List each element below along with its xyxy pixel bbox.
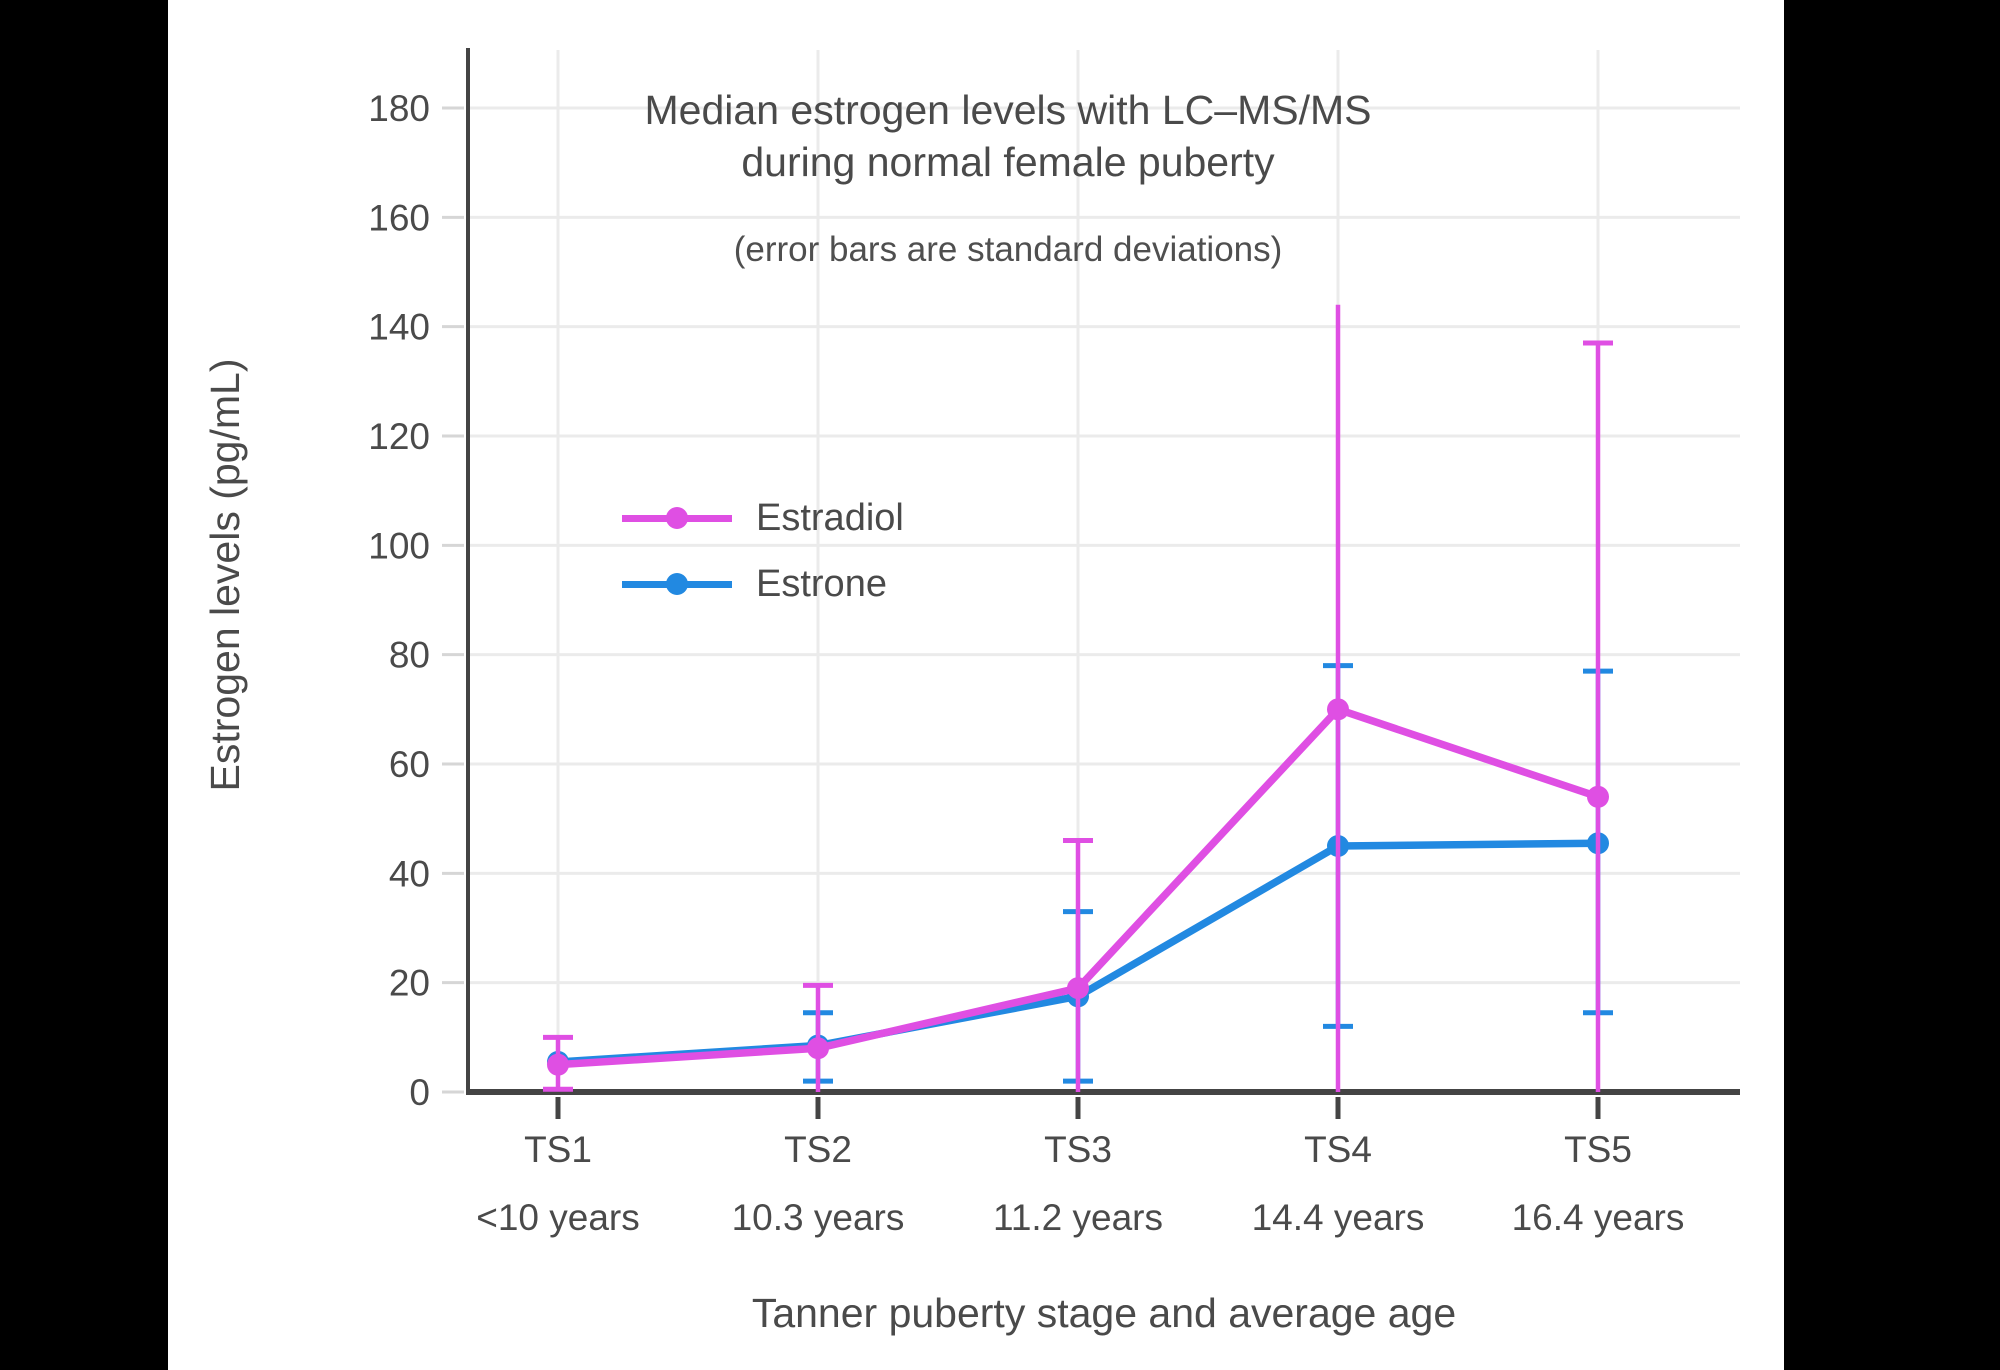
y-axis-title: Estrogen levels (pg/mL) [202,358,248,792]
estrone-legend-swatch [622,572,732,596]
chart-title-line1: Median estrogen levels with LC–MS/MS [644,87,1372,133]
y-tick-label-80: 80 [389,635,430,676]
x-axis-title: Tanner puberty stage and average age [751,1290,1457,1336]
estradiol-marker-TS5 [1587,785,1609,808]
x-tick-label-TS3: TS3 [1044,1129,1112,1170]
y-tick-label-140: 140 [368,307,430,348]
y-tick-label-180: 180 [368,88,430,129]
legend-label-estradiol: Estradiol [756,496,904,539]
y-tick-label-0: 0 [409,1072,430,1113]
legend-item-estradiol[interactable]: Estradiol [622,492,904,544]
x-tick-sublabel-TS4: 14.4 years [1252,1197,1425,1238]
y-tick-label-120: 120 [368,416,430,457]
legend: Estradiol Estrone [622,492,904,624]
x-tick-label-TS2: TS2 [784,1129,852,1170]
x-tick-label-TS1: TS1 [524,1129,592,1170]
estradiol-marker-TS2 [807,1037,829,1060]
estrone-legend-dot-icon [666,573,688,595]
y-tick-label-100: 100 [368,525,430,566]
chart-title-line2: during normal female puberty [741,139,1275,185]
estradiol-marker-TS4 [1327,698,1349,721]
x-tick-sublabel-TS5: 16.4 years [1512,1197,1685,1238]
estradiol-legend-dot-icon [666,507,688,529]
y-tick-label-40: 40 [389,853,430,894]
chart-title-block: Median estrogen levels with LC–MS/MS dur… [200,84,1816,270]
estradiol-legend-swatch [622,506,732,530]
estradiol-marker-TS3 [1067,977,1089,1000]
y-tick-label-160: 160 [368,197,430,238]
figure-card [168,0,1784,1370]
x-tick-sublabel-TS1: <10 years [476,1197,640,1238]
legend-label-estrone: Estrone [756,562,887,605]
x-tick-label-TS5: TS5 [1564,1129,1632,1170]
y-tick-label-20: 20 [389,963,430,1004]
y-tick-label-60: 60 [389,744,430,785]
x-tick-label-TS4: TS4 [1304,1129,1372,1170]
x-tick-sublabel-TS3: 11.2 years [993,1197,1163,1238]
legend-item-estrone[interactable]: Estrone [622,558,904,610]
x-tick-sublabel-TS2: 10.3 years [732,1197,905,1238]
chart-subtitle: (error bars are standard deviations) [733,230,1283,269]
estradiol-marker-TS1 [547,1053,569,1076]
